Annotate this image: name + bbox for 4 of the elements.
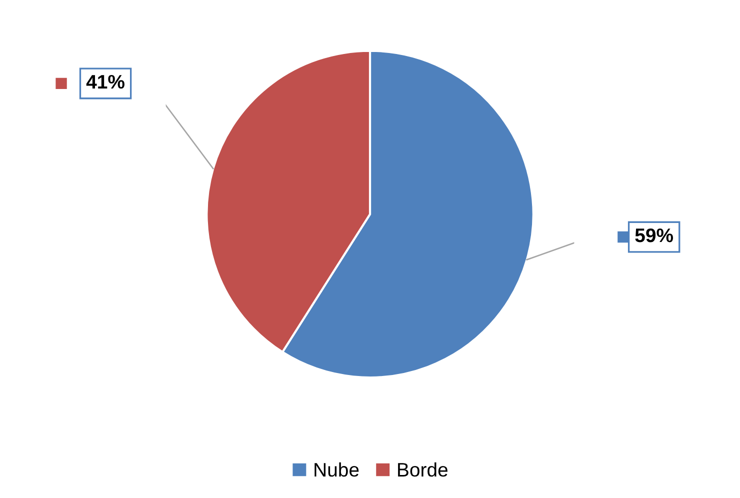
legend-label: Borde — [398, 462, 448, 477]
data-label: 41% — [86, 74, 124, 89]
data-label: 59% — [635, 228, 674, 242]
legend-label: Nube — [314, 462, 359, 477]
